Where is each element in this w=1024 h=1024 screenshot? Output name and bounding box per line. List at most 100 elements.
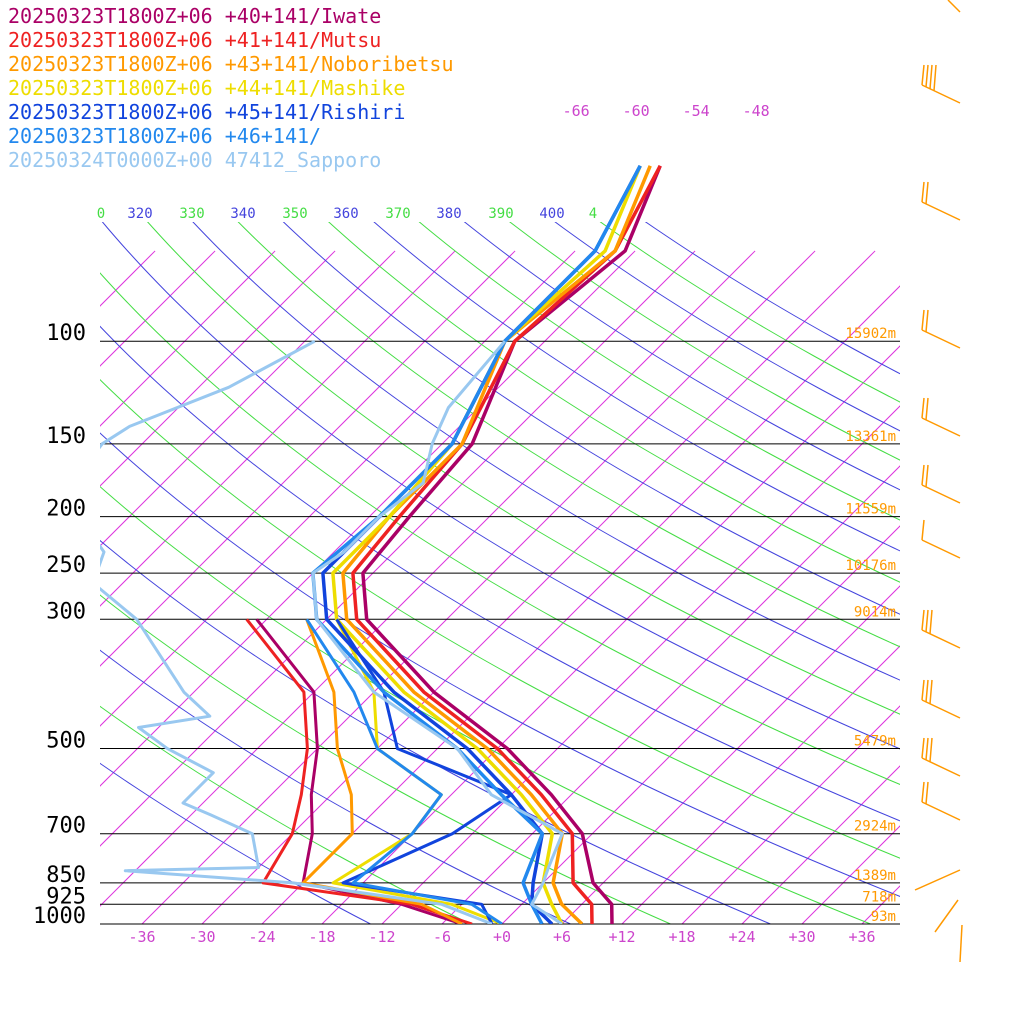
height-label: 9014m <box>854 604 896 620</box>
pressure-label: 1000 <box>33 904 86 929</box>
dry-adiabat <box>100 272 900 786</box>
wind-barb <box>934 899 959 933</box>
dry-adiabat <box>100 705 471 924</box>
isotherm <box>100 250 756 907</box>
isotherm <box>741 765 900 924</box>
legend: 20250323T1800Z+06 +40+141/Iwate 20250323T… <box>8 4 454 172</box>
dry-adiabat <box>100 325 900 822</box>
isobars <box>100 340 900 925</box>
wind-barb <box>921 329 961 349</box>
isotherm <box>100 250 636 787</box>
isotherm <box>100 250 276 427</box>
dry-adiabat <box>147 222 900 715</box>
wind-barb <box>921 539 961 559</box>
theta-label: 370 <box>385 206 410 222</box>
isotherm <box>100 250 456 607</box>
wind-barb <box>959 924 963 963</box>
theta-label: 380 <box>436 206 461 222</box>
sounding-temperature-profile <box>311 340 564 924</box>
legend-entry: 20250323T1800Z+06 +45+141/Rishiri <box>8 100 406 124</box>
profiles <box>100 164 662 924</box>
isotherm <box>141 250 816 924</box>
dry-adiabat <box>100 762 371 924</box>
theta-label: 360 <box>333 206 358 222</box>
height-label: 718m <box>862 889 896 905</box>
temperature-tick-label: -24 <box>248 928 275 946</box>
theta-label: 400 <box>539 206 564 222</box>
grid-lines <box>100 222 1024 924</box>
wind-barb-flag <box>933 64 937 91</box>
wind-barb-flag <box>925 609 929 632</box>
temperature-tick-label: -12 <box>368 928 395 946</box>
height-label: 2924m <box>854 819 896 835</box>
wind-barb-flag <box>921 309 925 331</box>
legend-entry: 20250323T1800Z+06 +44+141/Mashike <box>8 76 406 100</box>
isotherm <box>100 250 516 667</box>
dewpoint-profile <box>301 618 463 924</box>
wind-barb-flag <box>929 737 933 762</box>
isotherm <box>801 825 900 924</box>
wind-barb-flag <box>921 464 925 486</box>
temperature-tick-label: -18 <box>308 928 335 946</box>
wind-barb <box>921 84 961 104</box>
isotherm <box>100 250 216 367</box>
dry-adiabat <box>237 222 900 648</box>
wind-barb-flag <box>925 781 929 804</box>
dry-adiabat <box>101 222 900 750</box>
legend-entry: 20250323T1800Z+06 +40+141/Iwate <box>8 4 382 28</box>
wind-barb <box>921 757 961 777</box>
dewpoint-profile <box>245 618 473 924</box>
height-label: 1389m <box>854 868 896 884</box>
dry-adiabat <box>328 222 900 583</box>
dewpoint-profile <box>335 618 513 924</box>
wind-barb <box>947 0 961 13</box>
temperature-profile <box>311 164 642 924</box>
theta-label: 4 <box>589 206 597 222</box>
dry-adiabat <box>418 222 900 521</box>
wind-barb <box>921 484 961 504</box>
height-label: 5479m <box>854 734 896 750</box>
temperature-tick-label: -6 <box>433 928 451 946</box>
wind-barb-flag <box>921 609 925 631</box>
wind-barb <box>921 201 961 221</box>
isotherm <box>922 251 1024 924</box>
temperature-tick-label: -30 <box>188 928 215 946</box>
pressure-label: 300 <box>46 599 86 624</box>
dewpoint-profile <box>305 618 503 924</box>
wind-barb-flag <box>921 181 925 203</box>
pressure-label: 500 <box>46 729 86 754</box>
theta-label: 350 <box>282 206 307 222</box>
temperature-tick-label: +12 <box>608 928 635 946</box>
wind-barb-flag <box>925 309 929 332</box>
pressure-label: 700 <box>46 814 86 839</box>
isotherm <box>621 645 900 924</box>
theta-label: 320 <box>127 206 152 222</box>
upper-temperature-label: -48 <box>743 102 770 120</box>
pressure-label: 150 <box>46 424 86 449</box>
wind-barb <box>921 699 961 719</box>
isotherm <box>100 250 576 727</box>
isotherm <box>321 345 900 924</box>
dry-adiabat <box>100 432 900 897</box>
pressure-label: 100 <box>46 321 86 346</box>
wind-barb <box>921 629 961 649</box>
temperature-tick-label: +30 <box>788 928 815 946</box>
upper-temperature-label: -66 <box>563 102 590 120</box>
wind-barb-flag <box>925 64 929 87</box>
dry-adiabat <box>100 539 771 924</box>
isotherm <box>201 250 876 924</box>
isotherm <box>982 251 1024 924</box>
wind-barb-flag <box>925 737 929 760</box>
temperature-profile <box>351 164 662 924</box>
dry-adiabat <box>192 222 900 681</box>
wind-barb-flag <box>929 64 933 89</box>
wind-barb-flag <box>921 519 925 541</box>
wind-barbs <box>914 0 963 963</box>
temperature-tick-label: +18 <box>668 928 695 946</box>
dry-adiabat <box>373 222 900 552</box>
axis-labels: 100 15902m 150 13361m 200 11559m 250 10176m 300 9… <box>33 102 896 946</box>
theta-label: 340 <box>230 206 255 222</box>
dry-adiabat <box>100 594 671 924</box>
pressure-label: 850 <box>46 863 86 888</box>
temperature-tick-label: +0 <box>493 928 511 946</box>
